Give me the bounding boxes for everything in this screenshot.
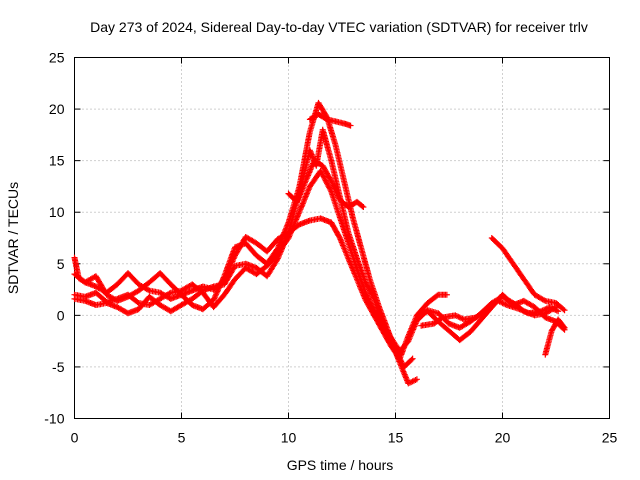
x-tick-label: 5 — [178, 430, 186, 446]
plot-frame — [74, 57, 610, 419]
x-tick-label: 10 — [281, 430, 297, 446]
data-point-markers — [71, 215, 450, 362]
series-track-2 — [71, 99, 416, 370]
series-track-4 — [71, 215, 450, 362]
chart-title: Day 273 of 2024, Sidereal Day-to-day VTE… — [90, 19, 588, 35]
data-point-markers — [488, 235, 568, 314]
data-point-markers — [71, 99, 416, 370]
data-points — [71, 99, 568, 387]
y-tick-label: 25 — [49, 50, 65, 66]
data-point-markers — [542, 316, 568, 358]
x-tick-label: 0 — [71, 430, 79, 446]
series-track-9 — [488, 235, 568, 314]
y-tick-label: 10 — [49, 204, 65, 220]
y-axis-label: SDTVAR / TECUs — [5, 182, 21, 294]
series-track-8 — [418, 297, 562, 329]
y-tick-label: -10 — [44, 411, 64, 427]
series-track-10 — [542, 316, 568, 358]
series-track-6 — [306, 111, 354, 129]
x-tick-label: 25 — [602, 430, 618, 446]
x-tick-label: 15 — [388, 430, 404, 446]
data-point-markers — [285, 157, 367, 211]
x-tick-label: 20 — [495, 430, 511, 446]
y-tick-label: 0 — [57, 307, 65, 323]
data-point-markers — [418, 297, 562, 329]
series-track-5 — [285, 157, 367, 211]
axis-ticks: 0 5 10 15 20 25 -10 -5 0 5 10 15 20 25 — [44, 50, 617, 446]
y-tick-label: 15 — [49, 153, 65, 169]
x-axis-label: GPS time / hours — [287, 457, 394, 473]
y-tick-label: 5 — [57, 256, 65, 272]
y-tick-label: -5 — [52, 359, 65, 375]
y-tick-label: 20 — [49, 101, 65, 117]
data-point-markers — [306, 111, 354, 129]
grid — [74, 57, 610, 419]
